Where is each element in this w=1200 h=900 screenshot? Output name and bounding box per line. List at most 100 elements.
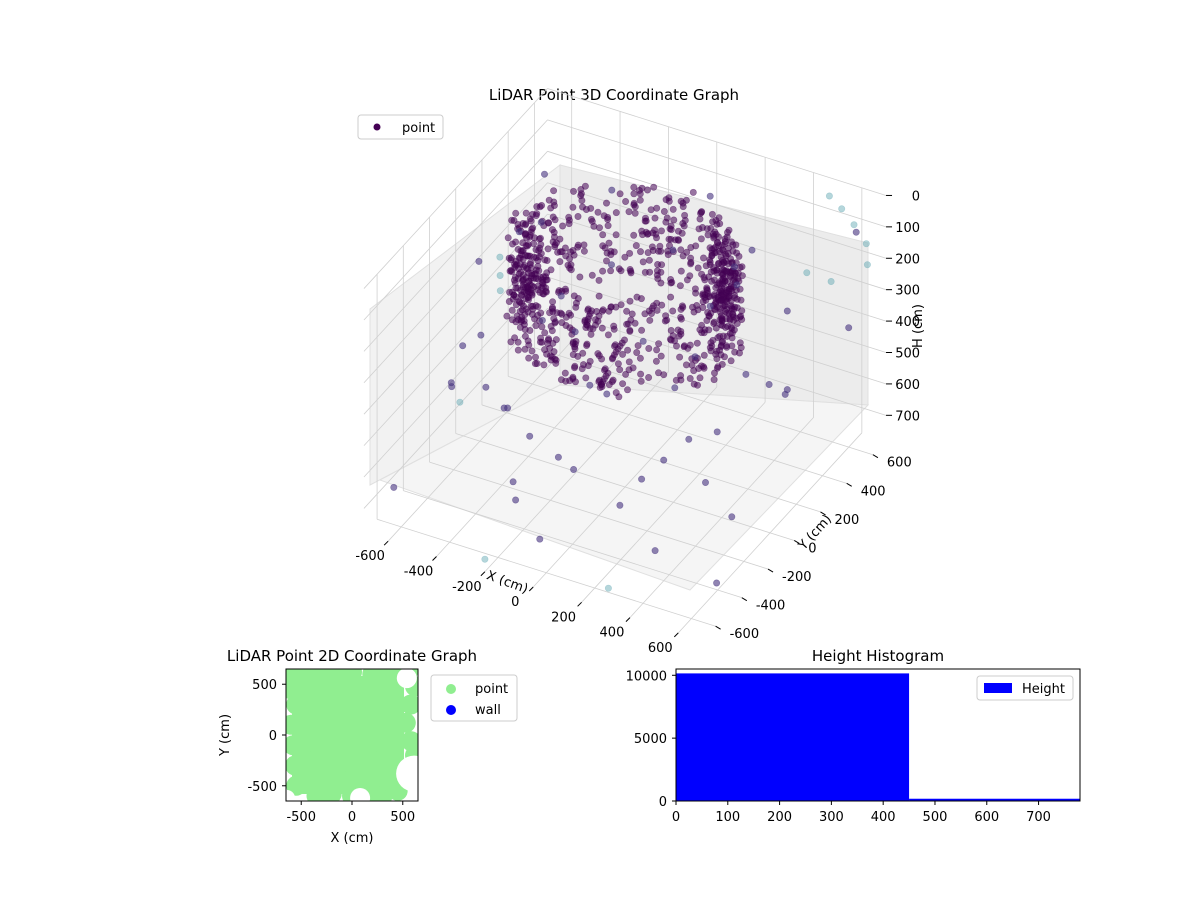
ring-point	[701, 276, 709, 284]
ring-point	[629, 364, 637, 372]
ring-point	[686, 374, 694, 382]
point-2d	[342, 745, 362, 766]
point-2d	[384, 689, 405, 710]
ring-point	[532, 322, 540, 330]
x-tick-3d	[383, 540, 389, 546]
plot-3d: LiDAR Point 3D Coordinate Graph -600 -400…	[355, 86, 926, 656]
histogram-title: Height Histogram	[812, 647, 944, 665]
ring-point	[689, 188, 697, 196]
ring-point	[704, 231, 712, 239]
ring-point	[557, 309, 565, 317]
point-2d	[311, 679, 332, 700]
scatter-point	[538, 316, 546, 324]
ring-point	[636, 196, 644, 204]
points-3d	[390, 170, 871, 592]
scatter-point	[706, 192, 714, 200]
point-2d	[352, 714, 373, 735]
scatter-point	[603, 390, 611, 398]
ring-point	[658, 301, 666, 309]
high-point	[825, 192, 833, 200]
ring-point	[733, 304, 741, 312]
ring-point	[700, 364, 708, 372]
ring-point	[677, 313, 685, 321]
points-2d	[286, 669, 418, 801]
ring-point	[693, 301, 701, 309]
legend-2d: point wall	[430, 674, 518, 722]
ring-point	[586, 357, 594, 365]
ring-point	[677, 372, 685, 380]
ring-point	[598, 355, 606, 363]
y-tick-label-3d: 0	[808, 541, 816, 556]
scatter-point	[660, 456, 668, 464]
ring-point	[706, 258, 714, 266]
scatter-point	[557, 292, 565, 300]
ring-point	[683, 276, 691, 284]
grid-line-z-right	[547, 119, 887, 228]
ring-point	[638, 227, 646, 235]
ring-point	[520, 317, 528, 325]
ring-point	[544, 339, 552, 347]
x-tick-label-hist: 700	[1026, 810, 1051, 825]
ring-point	[543, 269, 551, 277]
ring-point	[734, 269, 742, 277]
scatter-point	[852, 228, 860, 236]
ring-point	[721, 301, 729, 309]
ring-point	[713, 364, 721, 372]
ring-point	[678, 302, 686, 310]
ring-point	[705, 326, 713, 334]
ring-point	[543, 256, 551, 264]
grid-line-y-floor	[429, 461, 769, 570]
ring-point	[607, 247, 615, 255]
point-2d	[296, 750, 317, 771]
ring-point	[662, 312, 670, 320]
ring-point	[642, 217, 650, 225]
ring-point	[710, 376, 718, 384]
x-tick-label-3d: -600	[355, 549, 385, 564]
ring-point	[717, 253, 725, 261]
ring-point	[550, 187, 558, 195]
scatter-point	[537, 218, 545, 226]
x-tick-label-3d: 0	[511, 595, 519, 610]
ring-point	[580, 241, 588, 249]
point-2d	[321, 755, 342, 776]
ring-point	[512, 293, 520, 301]
ring-point	[681, 211, 689, 219]
x-tick-label-hist: 0	[672, 810, 680, 825]
ring-point	[530, 234, 538, 242]
y-tick-3d	[820, 511, 826, 516]
ring-point	[674, 236, 682, 244]
ring-point	[728, 342, 736, 350]
high-point	[456, 398, 464, 406]
ring-point	[594, 350, 602, 358]
ring-point	[520, 283, 528, 291]
ring-point	[599, 231, 607, 239]
ring-point	[693, 339, 701, 347]
ring-point	[645, 373, 653, 381]
ring-point	[550, 315, 558, 323]
ring-point	[631, 319, 639, 327]
scatter-point	[482, 383, 490, 391]
ring-point	[569, 351, 577, 359]
ring-point	[625, 208, 633, 216]
ring-point	[677, 267, 685, 275]
scatter-point	[783, 386, 791, 394]
ring-point	[698, 270, 706, 278]
ring-point	[710, 369, 718, 377]
ring-point	[601, 244, 609, 252]
ring-point	[655, 340, 663, 348]
high-point	[481, 555, 489, 563]
ring-point	[531, 360, 539, 368]
ring-point	[679, 252, 687, 260]
ring-point	[583, 340, 591, 348]
ring-point	[574, 243, 582, 251]
ring-point	[582, 374, 590, 382]
ring-point	[619, 380, 627, 388]
high-point	[496, 287, 504, 295]
point-2d	[372, 725, 393, 745]
ring-point	[514, 316, 522, 324]
ring-point	[562, 321, 570, 329]
ring-point	[643, 186, 651, 194]
ring-point	[504, 234, 512, 242]
ring-point	[552, 239, 560, 247]
ring-point	[660, 371, 668, 379]
